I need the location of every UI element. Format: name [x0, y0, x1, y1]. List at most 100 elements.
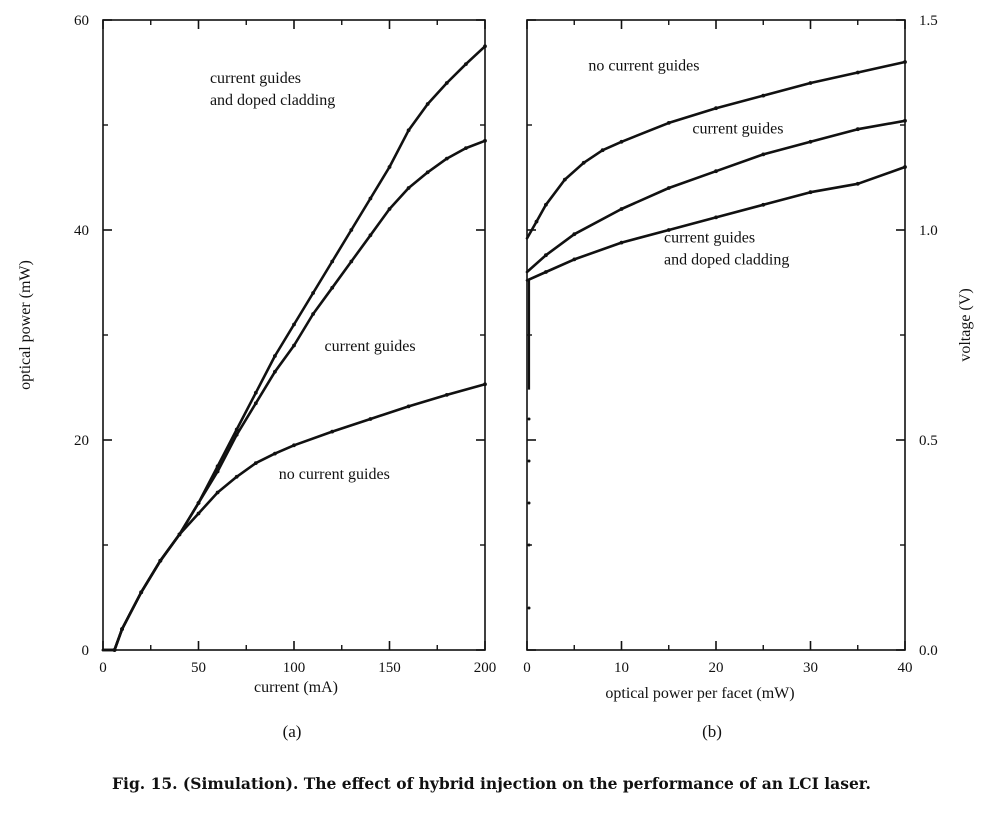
- data-point: [600, 148, 605, 153]
- data-point: [903, 165, 907, 169]
- data-point: [903, 118, 907, 123]
- data-point: [444, 156, 449, 161]
- data-point: [666, 121, 671, 125]
- x-tick-label: 0: [523, 660, 531, 676]
- data-point: [330, 285, 335, 290]
- data-point: [761, 93, 766, 98]
- data-point: [215, 490, 220, 495]
- series-line-1: [525, 60, 907, 240]
- data-point: [330, 429, 335, 434]
- series-annotation-line: current guides: [210, 70, 301, 87]
- series-annotation-line: and doped cladding: [210, 92, 335, 109]
- y-tick-label: 20: [74, 433, 89, 449]
- data-point: [666, 186, 671, 190]
- data-point: [177, 532, 182, 537]
- data-point: [808, 81, 813, 85]
- series-annotation: no current guides: [279, 466, 390, 483]
- data-point: [808, 190, 813, 195]
- data-point: [234, 474, 239, 479]
- data-point: [253, 401, 258, 406]
- data-point: [527, 501, 531, 505]
- y-tick-label: 0.5: [919, 433, 938, 449]
- data-point: [534, 219, 539, 224]
- data-point: [527, 606, 531, 610]
- plot-frame: [526, 19, 906, 651]
- data-point: [808, 139, 813, 144]
- data-point: [273, 451, 277, 456]
- data-point: [761, 202, 766, 207]
- data-point: [139, 590, 144, 595]
- data-point: [349, 228, 354, 232]
- series-annotation-line: no current guides: [279, 466, 390, 483]
- data-point: [444, 81, 449, 85]
- series-annotation: current guides: [325, 338, 416, 355]
- data-point: [483, 382, 487, 387]
- data-point: [444, 393, 449, 397]
- series-annotation-line: and doped cladding: [664, 252, 789, 269]
- data-point: [292, 322, 296, 327]
- data-point: [368, 196, 373, 201]
- figure-caption: Fig. 15. (Simulation). The effect of hyb…: [112, 774, 871, 793]
- data-point: [273, 369, 277, 374]
- series-annotation-line: current guides: [325, 338, 416, 355]
- y-tick-label: 40: [74, 223, 89, 239]
- data-point: [666, 228, 671, 232]
- data-point: [464, 146, 468, 151]
- series-annotation: no current guides: [588, 57, 699, 74]
- data-point: [714, 106, 718, 111]
- panel-b-chart: 0 10 20 30 40 0.0 0.5 1.0 1.5 optical power per f…: [523, 13, 974, 741]
- series-line-3: [101, 383, 487, 652]
- data-point: [562, 177, 567, 182]
- data-point: [483, 44, 487, 49]
- x-tick-label: 200: [474, 660, 497, 676]
- data-point: [714, 215, 718, 220]
- x-tick-label: 50: [191, 660, 206, 676]
- data-point: [855, 70, 860, 75]
- x-tick-label: 20: [709, 660, 724, 676]
- data-point: [483, 138, 487, 143]
- data-point: [311, 312, 315, 316]
- data-point: [714, 169, 718, 174]
- data-point: [903, 60, 907, 64]
- series-annotation-line: current guides: [664, 230, 755, 247]
- x-tick-label: 100: [283, 660, 306, 676]
- data-point: [253, 390, 258, 395]
- data-point: [464, 62, 468, 66]
- data-point: [234, 432, 239, 437]
- panel-label: (b): [702, 722, 722, 741]
- y-axis-label: voltage (V): [957, 288, 974, 361]
- data-point: [120, 627, 124, 631]
- data-point: [112, 648, 117, 652]
- series-annotation: current guides: [692, 120, 783, 137]
- y-tick-label: 0: [82, 643, 90, 659]
- data-point: [855, 181, 860, 186]
- data-point: [368, 233, 373, 238]
- y-tick-label: 1.5: [919, 13, 938, 29]
- data-point: [253, 461, 258, 465]
- data-point: [544, 270, 548, 274]
- data-point: [292, 443, 296, 448]
- data-point: [368, 417, 373, 421]
- y-axis-label: optical power (mW): [17, 260, 34, 390]
- data-point: [572, 257, 577, 262]
- data-point: [196, 511, 201, 516]
- data-point: [387, 207, 392, 211]
- data-point: [215, 469, 220, 474]
- data-point: [273, 354, 277, 358]
- series-line-3: [525, 165, 907, 282]
- series-line-2: [101, 139, 487, 652]
- x-tick-label: 40: [898, 660, 913, 676]
- series-annotation-line: current guides: [692, 120, 783, 137]
- data-point: [406, 186, 411, 190]
- data-point: [425, 102, 430, 106]
- series-annotation-line: no current guides: [588, 57, 699, 74]
- data-point: [572, 232, 577, 237]
- panel-label: (a): [283, 722, 302, 741]
- data-point: [527, 543, 531, 547]
- x-axis-label: current (mA): [254, 679, 338, 696]
- data-point: [311, 291, 315, 295]
- data-point: [527, 417, 531, 421]
- data-point: [527, 459, 531, 463]
- x-axis-label: optical power per facet (mW): [605, 685, 794, 702]
